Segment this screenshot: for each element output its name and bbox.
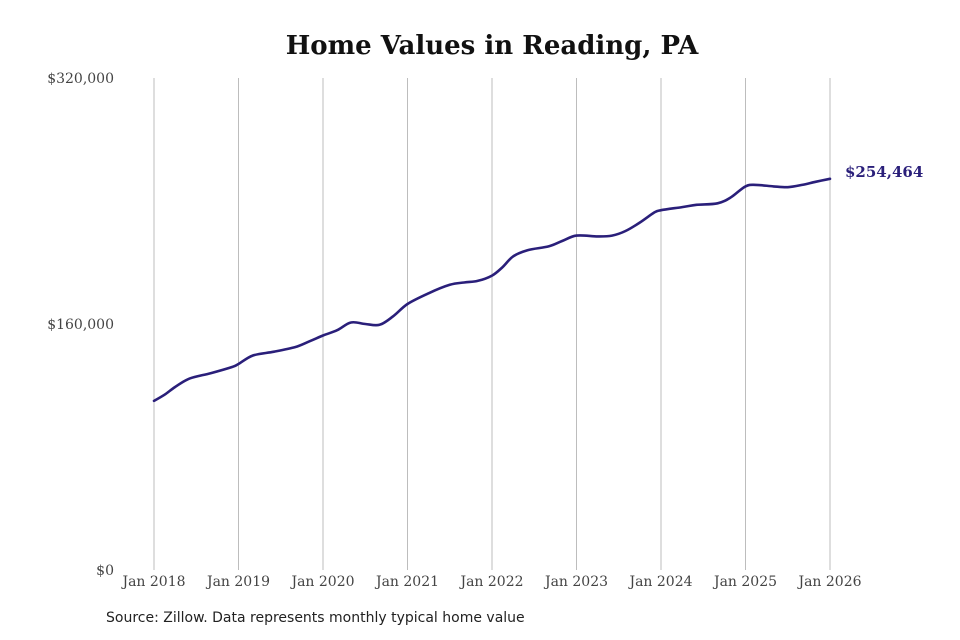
y-tick-label-0: $0 [96,563,114,579]
x-axis-tick-labels: Jan 2018 Jan 2019 Jan 2020 Jan 2021 Jan 2022… [120,574,861,590]
y-axis-tick-labels: $0 $160,000 $320,000 [47,71,114,579]
end-value-label: $254,464 [845,163,923,181]
y-tick-label-2: $320,000 [47,71,114,87]
chart-title: Home Values in Reading, PA [286,31,699,61]
x-tick-label-3: Jan 2021 [374,574,439,590]
x-tick-label-2: Jan 2020 [289,574,354,590]
x-tick-label-0: Jan 2018 [120,574,185,590]
source-note: Source: Zillow. Data represents monthly … [106,610,525,626]
x-tick-label-4: Jan 2022 [458,574,523,590]
x-tick-label-1: Jan 2019 [205,574,270,590]
x-tick-label-5: Jan 2023 [543,574,608,590]
x-tick-label-8: Jan 2026 [796,574,861,590]
y-tick-label-1: $160,000 [47,317,114,333]
x-tick-label-6: Jan 2024 [627,574,692,590]
x-tick-label-7: Jan 2025 [712,574,777,590]
series-line-home-value [152,177,832,403]
vertical-gridlines [153,78,831,570]
